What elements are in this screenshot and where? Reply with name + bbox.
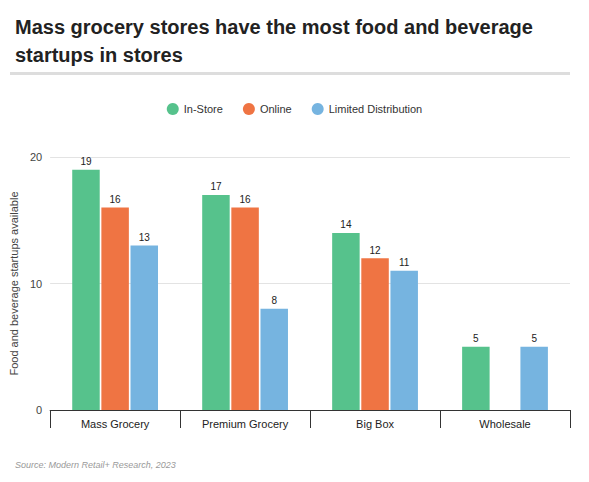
svg-text:0: 0 xyxy=(36,404,42,416)
svg-text:Wholesale: Wholesale xyxy=(479,418,530,430)
svg-text:startups in stores: startups in stores xyxy=(15,44,183,66)
svg-text:17: 17 xyxy=(210,181,222,192)
svg-text:Limited Distribution: Limited Distribution xyxy=(329,103,423,115)
svg-text:Mass grocery stores have the m: Mass grocery stores have the most food a… xyxy=(15,16,539,38)
svg-text:Big Box: Big Box xyxy=(356,418,394,430)
svg-text:Online: Online xyxy=(260,103,292,115)
svg-text:Source: Modern Retail+ Researc: Source: Modern Retail+ Research, 2023 xyxy=(15,460,176,470)
svg-text:19: 19 xyxy=(80,156,92,167)
svg-text:Food and beverage startups ava: Food and beverage startups available xyxy=(8,191,20,375)
svg-text:In-Store: In-Store xyxy=(184,103,223,115)
svg-text:Premium Grocery: Premium Grocery xyxy=(202,418,289,430)
svg-text:16: 16 xyxy=(110,194,122,205)
svg-text:16: 16 xyxy=(240,194,252,205)
svg-text:14: 14 xyxy=(340,219,352,230)
svg-text:5: 5 xyxy=(531,333,537,344)
svg-text:11: 11 xyxy=(399,257,410,268)
svg-text:8: 8 xyxy=(271,295,277,306)
svg-text:5: 5 xyxy=(473,333,479,344)
svg-text:13: 13 xyxy=(139,232,151,243)
svg-text:20: 20 xyxy=(30,151,42,163)
svg-text:Mass Grocery: Mass Grocery xyxy=(81,418,150,430)
svg-text:10: 10 xyxy=(30,278,42,290)
svg-text:12: 12 xyxy=(369,245,381,256)
